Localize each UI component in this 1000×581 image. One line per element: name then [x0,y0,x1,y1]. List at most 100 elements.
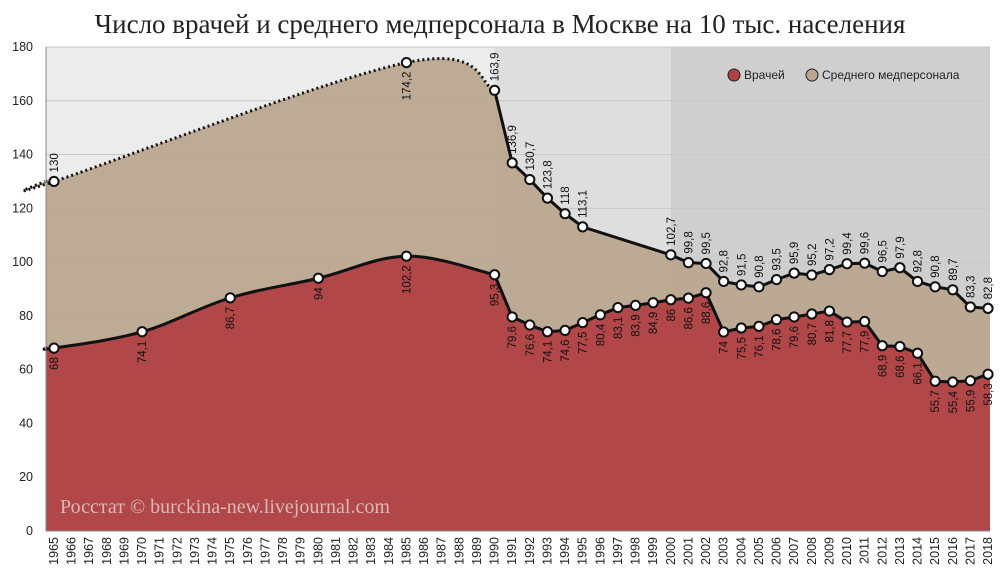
data-point-doctors [506,311,518,323]
data-label-doctors: 83,9 [631,314,643,336]
data-point-doctors [647,297,659,309]
x-tick-label: 1968 [100,537,114,565]
data-label-nurses: 92,8 [913,250,925,272]
data-label-doctors: 55,4 [948,390,960,413]
data-point-doctors [735,322,747,334]
data-label-nurses: 118 [560,186,572,204]
data-label-nurses: 99,5 [701,232,713,254]
data-point-doctors [788,311,800,323]
data-label-nurses: 82,8 [983,277,995,299]
x-tick-label: 2013 [893,537,907,565]
data-label-doctors: 88,6 [701,302,713,324]
data-label-doctors: 77,7 [842,331,854,353]
data-point-doctors [876,340,888,352]
data-point-doctors [947,376,959,388]
data-point-doctors [224,292,236,304]
legend-label-doctors: Врачей [744,68,785,82]
data-label-doctors: 84,9 [648,312,660,334]
data-point-nurses [753,281,765,293]
x-tick-label: 2018 [981,537,995,565]
data-label-doctors: 68,6 [895,356,907,378]
x-tick-label: 1966 [65,537,79,565]
data-point-doctors [136,326,148,338]
data-point-doctors [841,316,853,328]
data-label-nurses: 93,5 [772,248,784,270]
x-tick-label: 2017 [963,537,977,565]
data-point-doctors [753,320,765,332]
data-point-nurses [929,281,941,293]
x-tick-label: 2005 [752,537,766,565]
data-label-nurses: 83,3 [965,276,977,298]
x-tick-label: 1992 [523,537,537,565]
x-tick-label: 1996 [593,537,607,565]
data-label-doctors: 74,1 [542,341,554,363]
x-tick-label: 1983 [364,537,378,565]
y-tick-label: 20 [19,470,33,484]
data-point-doctors [312,272,324,284]
data-label-doctors: 74,6 [560,339,572,361]
data-label-doctors: 55,7 [930,390,942,412]
data-point-doctors [982,368,994,380]
data-point-doctors [859,315,871,328]
data-point-doctors [964,375,976,387]
x-tick-label: 1970 [135,537,149,565]
data-point-doctors [400,250,413,262]
line-nurses-estimated [21,57,496,193]
data-point-doctors [48,342,60,354]
x-tick-label: 1965 [47,537,61,565]
data-point-doctors [718,326,730,338]
data-label-doctors: 95,3 [490,284,502,306]
x-tick-label: 1989 [470,537,484,565]
data-label-nurses: 113,1 [578,190,590,218]
data-point-nurses [718,275,730,288]
data-label-nurses: 123,8 [542,160,554,189]
x-tick-label: 1979 [294,537,308,565]
data-label-doctors: 79,6 [507,326,519,348]
watermark: Росстат © burckina-new.livejournal.com [60,496,390,518]
data-label-nurses: 91,5 [736,254,748,276]
data-point-nurses [735,279,747,291]
data-point-doctors [559,324,571,337]
data-label-doctors: 86,6 [683,307,695,329]
data-label-nurses: 99,6 [860,232,872,254]
data-label-nurses: 130 [49,153,61,172]
data-point-doctors [594,309,606,321]
data-label-doctors: 77,9 [860,331,872,353]
data-label-nurses: 95,2 [807,244,819,266]
data-point-nurses [559,208,571,220]
data-point-doctors [929,375,941,387]
legend-label-nurses: Среднего медперсонала [822,68,960,82]
x-tick-label: 1994 [558,537,572,565]
x-tick-label: 1993 [540,537,554,565]
x-tick-label: 1973 [188,537,202,565]
data-label-nurses: 163,9 [490,53,502,82]
data-label-doctors: 79,6 [789,326,801,348]
data-point-doctors [665,294,677,306]
x-tick-label: 1982 [347,537,361,565]
data-point-nurses [682,257,695,269]
data-point-nurses [806,269,818,281]
data-label-doctors: 80,7 [807,323,819,345]
data-label-doctors: 86,7 [225,307,237,329]
x-tick-label: 2014 [911,537,925,565]
data-label-doctors: 76,6 [525,334,537,356]
data-point-doctors [541,326,554,338]
data-point-nurses [524,173,536,186]
x-tick-label: 1974 [206,537,220,565]
data-point-nurses [788,267,800,279]
data-label-nurses: 174,2 [401,72,413,101]
x-tick-label: 2009 [822,537,836,565]
x-tick-label: 1991 [505,537,519,565]
data-label-doctors: 77,5 [578,332,590,354]
x-tick-label: 2016 [946,537,960,565]
data-point-nurses [947,284,959,296]
data-label-doctors: 68,9 [877,355,889,377]
x-tick-label: 1990 [488,537,502,565]
data-point-doctors [911,347,924,359]
x-tick-label: 1972 [170,537,184,565]
data-label-nurses: 90,8 [930,255,942,277]
y-tick-label: 140 [12,148,33,162]
x-tick-label: 1980 [311,537,325,565]
data-label-doctors: 94 [313,287,325,300]
legend: Врачей Среднего медперсонала [727,68,960,82]
